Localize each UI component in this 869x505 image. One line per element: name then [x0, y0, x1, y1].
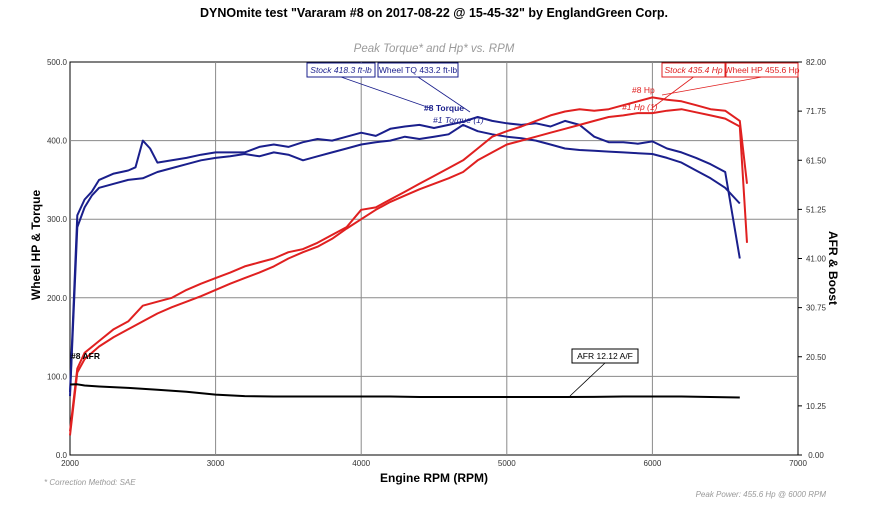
series-line-3	[69, 108, 748, 436]
y-tick-label: 100.0	[47, 372, 68, 381]
annotation-box	[661, 62, 726, 78]
peak-power-note: Peak Power: 455.6 Hp @ 6000 RPM	[696, 490, 827, 499]
series-line-2	[69, 96, 748, 432]
data-series	[69, 96, 748, 436]
y2-tick-label: 51.25	[806, 205, 827, 214]
x-axis-ticks: 2000 3000 4000 5000 6000 7000	[61, 459, 807, 468]
series-label: #1 Torque (1)	[433, 115, 484, 125]
y-tick-label: 0.0	[56, 451, 68, 460]
series-label: #8 AFR	[71, 351, 100, 361]
x-tick-label: 4000	[352, 459, 370, 468]
annotation-label: AFR 12.12 A/F	[577, 351, 633, 361]
chart-subtitle: Peak Torque* and Hp* vs. RPM	[354, 43, 515, 55]
series-line-4	[69, 383, 740, 399]
annotation-box	[306, 62, 376, 78]
annotation-box	[377, 62, 459, 78]
annotation-label: Wheel HP 455.6 Hp	[725, 65, 800, 75]
chart-title: DYNOmite test "Vararam #8 on 2017-08-22 …	[200, 6, 668, 20]
y-tick-label: 200.0	[47, 294, 68, 303]
y2-tick-label: 41.00	[806, 255, 827, 264]
annotation-leader	[569, 362, 606, 397]
y2-tick-label: 71.75	[806, 107, 827, 116]
y-axis-label: Wheel HP & Torque	[29, 190, 43, 301]
annotation-leader	[651, 76, 694, 109]
series-line-1	[69, 123, 741, 397]
x-axis-label: Engine RPM (RPM)	[380, 471, 488, 485]
x-tick-label: 6000	[644, 459, 662, 468]
y2-axis-label: AFR & Boost	[826, 231, 840, 305]
x-tick-label: 2000	[61, 459, 79, 468]
y2-tick-label: 20.50	[806, 353, 827, 362]
y-tick-label: 400.0	[47, 137, 68, 146]
y-tick-label: 500.0	[47, 58, 68, 67]
series-line-0	[69, 116, 741, 393]
annotation-label: Stock 435.4 Hp	[664, 65, 722, 75]
annotation-box	[571, 348, 639, 364]
y2-tick-label: 30.75	[806, 304, 827, 313]
annotation-box	[725, 62, 799, 78]
x-tick-label: 5000	[498, 459, 516, 468]
annotation-label: Stock 418.3 ft-lb	[310, 65, 372, 75]
annotations: Stock 418.3 ft-lb Wheel TQ 433.2 ft-lb #8 …	[71, 62, 800, 397]
annotation-label: Wheel TQ 433.2 ft-lb	[379, 65, 458, 75]
x-tick-label: 7000	[789, 459, 807, 468]
grid-lines	[70, 62, 798, 455]
series-label: #8 Torque	[424, 103, 464, 113]
x-tick-label: 3000	[207, 459, 225, 468]
y2-tick-label: 0.00	[808, 451, 824, 460]
annotation-leader	[417, 76, 471, 113]
y2-tick-label: 61.50	[806, 156, 827, 165]
y2-axis-ticks: 0.00 10.25 20.50 30.75 41.00 51.25 61.50 71.75 8…	[798, 58, 827, 460]
annotation-leader	[340, 76, 431, 109]
correction-note: * Correction Method: SAE	[44, 478, 136, 487]
series-label: #1 Hp (1)	[622, 102, 658, 112]
y2-tick-label: 82.00	[806, 58, 827, 67]
series-label: #8 Hp	[632, 85, 655, 95]
y2-tick-label: 10.25	[806, 402, 827, 411]
annotation-leader	[661, 76, 763, 96]
y-tick-label: 300.0	[47, 215, 68, 224]
y-axis-ticks: 0.0 100.0 200.0 300.0 400.0 500.0	[47, 58, 68, 460]
